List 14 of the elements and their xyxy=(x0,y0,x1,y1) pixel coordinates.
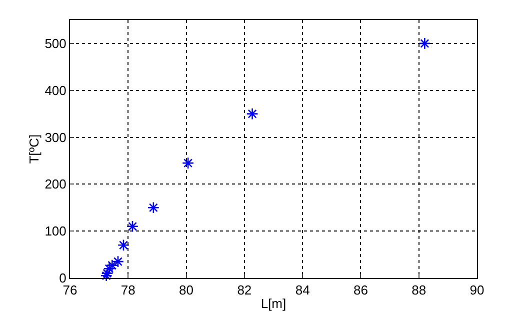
x-tick-label: 88 xyxy=(412,282,426,298)
x-axis-title: L[m] xyxy=(260,296,286,312)
x-tick-label: 90 xyxy=(470,282,484,298)
x-tick-label: 86 xyxy=(353,282,368,298)
y-tick-label: 500 xyxy=(44,36,66,51)
y-tick-label: 300 xyxy=(44,130,66,145)
y-tick-label: 400 xyxy=(44,82,66,98)
x-tick-label: 82 xyxy=(237,282,252,298)
y-tick-label: 200 xyxy=(44,176,66,192)
x-tick-label: 80 xyxy=(179,282,194,298)
y-axis-title: T[ºC] xyxy=(26,134,42,164)
x-tick-label: 78 xyxy=(120,282,136,298)
x-tick-label: 84 xyxy=(295,282,310,298)
y-tick-label: 100 xyxy=(44,224,66,239)
